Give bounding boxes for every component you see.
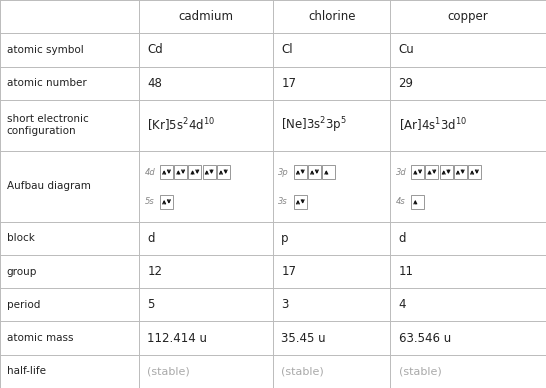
Text: 3s: 3s (278, 197, 288, 206)
Text: 17: 17 (281, 77, 296, 90)
Text: 5s: 5s (145, 197, 155, 206)
Bar (217, 165, 230, 179)
Text: chlorine: chlorine (308, 10, 355, 23)
Bar (160, 165, 173, 179)
Bar (160, 195, 173, 209)
Bar (425, 165, 438, 179)
Text: Cd: Cd (147, 43, 163, 56)
Text: d: d (147, 232, 155, 245)
Text: [Ar]4s$^{1}$3d$^{10}$: [Ar]4s$^{1}$3d$^{10}$ (399, 116, 467, 134)
Bar (188, 165, 201, 179)
Text: half-life: half-life (7, 366, 45, 376)
Text: 35.45 u: 35.45 u (281, 332, 326, 345)
Text: 3: 3 (281, 298, 289, 311)
Text: 17: 17 (281, 265, 296, 278)
Text: 63.546 u: 63.546 u (399, 332, 451, 345)
Bar (203, 165, 216, 179)
Text: Cu: Cu (399, 43, 414, 56)
Text: 11: 11 (399, 265, 413, 278)
Text: d: d (399, 232, 406, 245)
Bar (294, 195, 307, 209)
Text: (stable): (stable) (281, 366, 324, 376)
Text: 48: 48 (147, 77, 162, 90)
Text: block: block (7, 233, 34, 243)
Bar (454, 165, 467, 179)
Bar (322, 165, 335, 179)
Bar (174, 165, 187, 179)
Bar (411, 165, 424, 179)
Bar (440, 165, 453, 179)
Bar (294, 165, 307, 179)
Text: 3d: 3d (396, 168, 407, 177)
Text: atomic number: atomic number (7, 78, 86, 88)
Text: 5: 5 (147, 298, 155, 311)
Text: 112.414 u: 112.414 u (147, 332, 207, 345)
Text: copper: copper (448, 10, 489, 23)
Text: Cl: Cl (281, 43, 293, 56)
Bar (308, 165, 321, 179)
Text: 3p: 3p (278, 168, 289, 177)
Text: short electronic
configuration: short electronic configuration (7, 114, 88, 136)
Text: 4d: 4d (145, 168, 156, 177)
Text: atomic mass: atomic mass (7, 333, 73, 343)
Text: [Ne]3s$^{2}$3p$^{5}$: [Ne]3s$^{2}$3p$^{5}$ (281, 116, 347, 135)
Bar (411, 195, 424, 209)
Text: atomic symbol: atomic symbol (7, 45, 84, 55)
Text: Aufbau diagram: Aufbau diagram (7, 181, 91, 191)
Text: 4: 4 (399, 298, 406, 311)
Bar (468, 165, 481, 179)
Text: 12: 12 (147, 265, 162, 278)
Text: period: period (7, 300, 40, 310)
Text: cadmium: cadmium (179, 10, 234, 23)
Text: [Kr]5s$^{2}$4d$^{10}$: [Kr]5s$^{2}$4d$^{10}$ (147, 116, 215, 134)
Text: 29: 29 (399, 77, 413, 90)
Text: group: group (7, 267, 37, 277)
Text: (stable): (stable) (147, 366, 190, 376)
Text: 4s: 4s (396, 197, 406, 206)
Text: (stable): (stable) (399, 366, 441, 376)
Text: p: p (281, 232, 289, 245)
